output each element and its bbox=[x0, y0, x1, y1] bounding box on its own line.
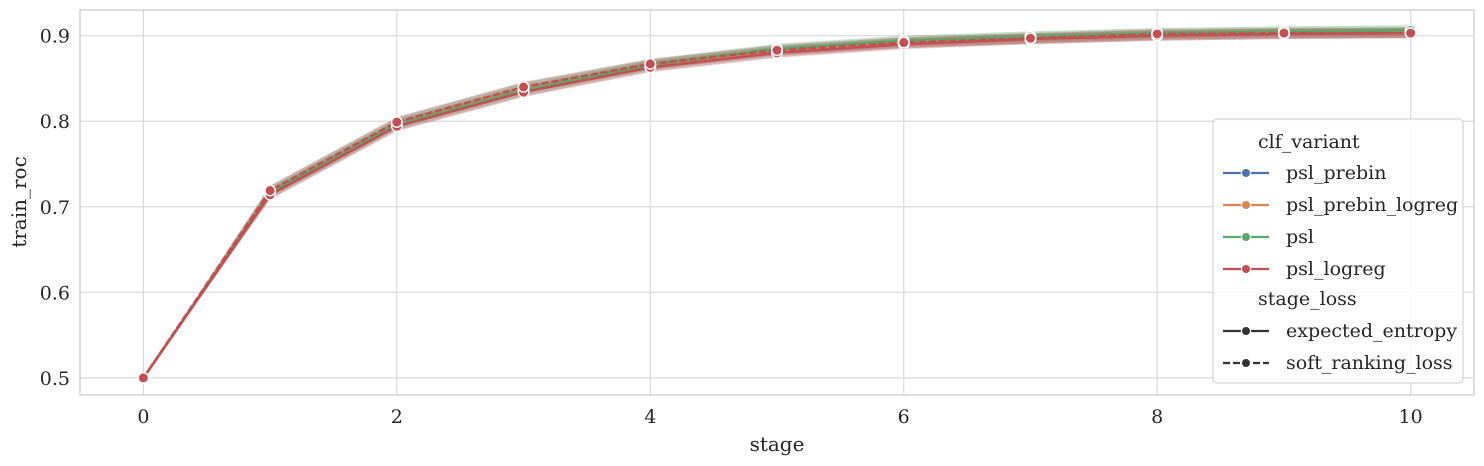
legend-marker-psl_prebin_logreg bbox=[1240, 199, 1252, 211]
x-tick-label: 8 bbox=[1151, 406, 1163, 428]
x-tick-label: 0 bbox=[137, 406, 149, 428]
y-tick-label: 0.5 bbox=[40, 368, 70, 390]
series-point bbox=[897, 36, 910, 49]
y-axis-label: train_roc bbox=[7, 156, 31, 248]
plot-frame bbox=[79, 9, 1475, 396]
series-point bbox=[1278, 27, 1290, 39]
series-point bbox=[644, 58, 657, 70]
series-point bbox=[137, 371, 150, 384]
x-tick-label: 4 bbox=[644, 406, 656, 428]
series-line-psl_logreg-soft_ranking_loss bbox=[142, 31, 1411, 379]
x-tick-label: 2 bbox=[391, 406, 403, 428]
legend-label-psl_prebin: psl_prebin bbox=[1286, 162, 1386, 184]
y-tick-label: 0.6 bbox=[40, 282, 70, 304]
legend-label-expected_entropy: expected_entropy bbox=[1286, 320, 1457, 342]
series-point bbox=[264, 184, 276, 197]
legend-marker-expected_entropy bbox=[1240, 325, 1252, 337]
y-tick-labels: 0.5 0.6 0.7 0.8 0.9 bbox=[40, 26, 70, 390]
x-tick-label: 10 bbox=[1399, 406, 1423, 428]
series-markers bbox=[137, 24, 1417, 384]
series-point bbox=[390, 116, 403, 128]
legend-style-title: stage_loss bbox=[1258, 288, 1357, 310]
x-axis-label: stage bbox=[750, 432, 805, 456]
legend-style-entries: expected_entropy soft_ranking_loss bbox=[1223, 320, 1457, 374]
series-point bbox=[1024, 32, 1037, 45]
legend-label-psl_logreg: psl_logreg bbox=[1286, 258, 1386, 280]
y-tick-label: 0.8 bbox=[40, 111, 70, 133]
series-point bbox=[517, 81, 530, 93]
x-tick-labels: 0 2 4 6 8 10 bbox=[137, 406, 1422, 428]
legend-marker-psl_logreg bbox=[1240, 263, 1252, 275]
y-tick-label: 0.7 bbox=[40, 197, 70, 219]
legend-hue-title: clf_variant bbox=[1258, 131, 1360, 153]
series-point bbox=[1151, 28, 1164, 40]
legend-label-psl_prebin_logreg: psl_prebin_logreg bbox=[1286, 194, 1458, 216]
legend-marker-psl bbox=[1240, 231, 1252, 243]
series-point bbox=[771, 44, 783, 57]
legend-marker-psl_prebin bbox=[1240, 167, 1252, 179]
x-tick-label: 6 bbox=[898, 406, 910, 428]
series-point bbox=[1404, 27, 1417, 39]
legend-label-soft_ranking_loss: soft_ranking_loss bbox=[1286, 352, 1453, 374]
legend-label-psl: psl bbox=[1286, 226, 1314, 248]
legend-marker-soft_ranking_loss bbox=[1240, 357, 1252, 369]
legend: clf_variant psl_prebinpsl_prebin_logregp… bbox=[1212, 118, 1464, 384]
legend-frame bbox=[1212, 118, 1464, 384]
y-tick-label: 0.9 bbox=[40, 26, 70, 48]
